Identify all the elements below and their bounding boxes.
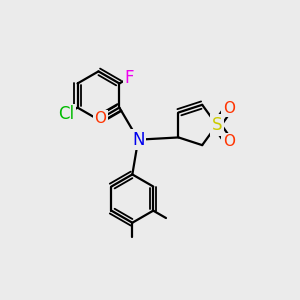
- Text: O: O: [223, 134, 235, 149]
- Text: S: S: [212, 116, 222, 134]
- Text: Cl: Cl: [58, 105, 74, 123]
- Text: O: O: [223, 100, 235, 116]
- Text: F: F: [124, 69, 134, 87]
- Text: O: O: [94, 111, 106, 126]
- Text: N: N: [132, 131, 145, 149]
